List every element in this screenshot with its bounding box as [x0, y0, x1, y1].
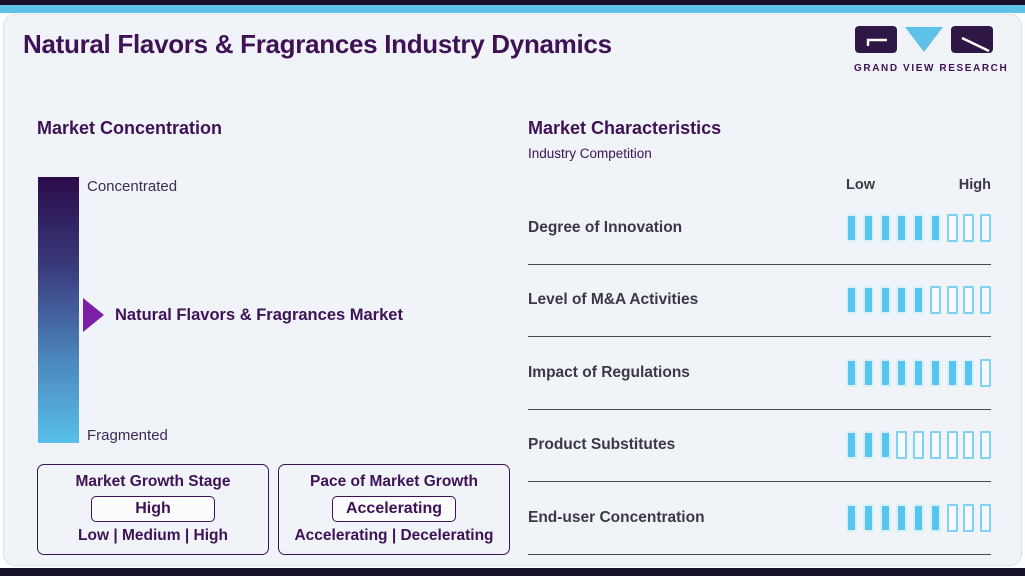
rating-bar-filled [879, 503, 891, 532]
rating-bars [846, 358, 991, 387]
content-card: Natural Flavors & Fragrances Industry Dy… [3, 14, 1022, 566]
rating-bar-empty [946, 503, 958, 532]
characteristic-row: End-user Concentration [528, 482, 991, 555]
rating-bar-filled [913, 358, 924, 387]
rating-bar-filled [879, 358, 891, 387]
rating-bar-filled [896, 213, 908, 242]
rating-bar-filled [862, 431, 874, 460]
growth-pace-value: Accelerating [332, 496, 456, 522]
rating-bar-empty [980, 358, 991, 387]
rating-bar-filled [946, 358, 958, 387]
characteristic-row: Impact of Regulations [528, 337, 991, 410]
growth-stage-value: High [91, 496, 215, 522]
growth-stage-options: Low | Medium | High [78, 527, 228, 544]
rating-bar-empty [963, 286, 975, 315]
growth-pace-options: Accelerating | Decelerating [294, 527, 494, 544]
rating-bar-filled [929, 358, 941, 387]
rating-bar-filled [963, 358, 975, 387]
rating-bars [846, 431, 991, 460]
rating-bar-filled [846, 213, 857, 242]
concentrated-label: Concentrated [87, 178, 178, 195]
market-growth-pace-box: Pace of Market Growth Accelerating Accel… [278, 464, 510, 555]
rating-bar-empty [946, 213, 958, 242]
characteristic-row: Degree of Innovation [528, 192, 991, 265]
rating-bar-empty [913, 431, 924, 460]
rating-bar-filled [896, 358, 908, 387]
rating-bar-empty [929, 286, 941, 315]
market-concentration-title: Market Concentration [37, 118, 223, 138]
marker-arrow-icon [83, 298, 104, 332]
rating-bar-filled [846, 358, 857, 387]
rating-bar-empty [963, 431, 975, 460]
gvr-logo-icon [855, 26, 993, 53]
rating-bar-empty [980, 286, 991, 315]
rating-bar-filled [913, 286, 924, 315]
rating-bar-empty [929, 431, 941, 460]
rating-bar-empty [946, 286, 958, 315]
characteristics-rows: Degree of Innovation Level of M&A Activit… [528, 192, 991, 555]
growth-pace-title: Pace of Market Growth [310, 473, 478, 490]
rating-bar-filled [846, 286, 857, 315]
rating-bar-filled [913, 503, 924, 532]
gvr-logo: GRAND VIEW RESEARCH [854, 25, 1009, 74]
rating-bar-empty [980, 431, 991, 460]
rating-scale-header: Low High [846, 177, 991, 193]
rating-bars [846, 503, 991, 532]
page-title: Natural Flavors & Fragrances Industry Dy… [23, 29, 612, 59]
rating-bar-filled [879, 286, 891, 315]
scale-low-label: Low [846, 177, 875, 193]
scale-high-label: High [958, 177, 991, 193]
market-growth-stage-box: Market Growth Stage High Low | Medium | … [37, 464, 269, 555]
rating-bar-filled [879, 213, 891, 242]
market-position-marker: Natural Flavors & Fragrances Market [83, 298, 403, 332]
rating-bar-empty [980, 213, 991, 242]
rating-bar-filled [846, 431, 857, 460]
characteristic-label: Degree of Innovation [528, 218, 683, 236]
industry-competition-subtitle: Industry Competition [528, 146, 652, 161]
rating-bar-empty [896, 431, 908, 460]
top-accent-bar [0, 5, 1025, 13]
rating-bar-filled [913, 213, 924, 242]
rating-bar-filled [846, 503, 857, 532]
rating-bar-empty [963, 503, 975, 532]
characteristic-label: End-user Concentration [528, 508, 705, 526]
rating-bar-filled [879, 431, 891, 460]
marker-label: Natural Flavors & Fragrances Market [115, 305, 403, 324]
rating-bar-empty [980, 503, 991, 532]
rating-bar-filled [862, 503, 874, 532]
characteristic-label: Level of M&A Activities [528, 291, 699, 309]
rating-bar-empty [963, 213, 975, 242]
concentration-gradient-bar [38, 177, 79, 443]
rating-bars [846, 213, 991, 242]
market-characteristics-section: Market Characteristics Industry Competit… [528, 15, 991, 565]
rating-bar-filled [929, 503, 941, 532]
rating-bar-filled [896, 503, 908, 532]
rating-bar-filled [862, 213, 874, 242]
rating-bar-empty [946, 431, 958, 460]
rating-bar-filled [929, 213, 941, 242]
characteristic-label: Impact of Regulations [528, 363, 690, 381]
fragmented-label: Fragmented [87, 427, 168, 444]
rating-bars [846, 286, 991, 315]
characteristic-label: Product Substitutes [528, 436, 676, 454]
rating-bar-filled [862, 358, 874, 387]
gvr-logo-text: GRAND VIEW RESEARCH [854, 63, 1009, 74]
rating-bar-filled [896, 286, 908, 315]
characteristic-row: Product Substitutes [528, 410, 991, 482]
growth-stage-title: Market Growth Stage [75, 473, 231, 490]
top-navy-bar [0, 0, 1025, 5]
rating-bar-filled [862, 286, 874, 315]
bottom-navy-bar [0, 568, 1025, 576]
market-characteristics-title: Market Characteristics [528, 118, 722, 138]
characteristic-row: Level of M&A Activities [528, 265, 991, 337]
